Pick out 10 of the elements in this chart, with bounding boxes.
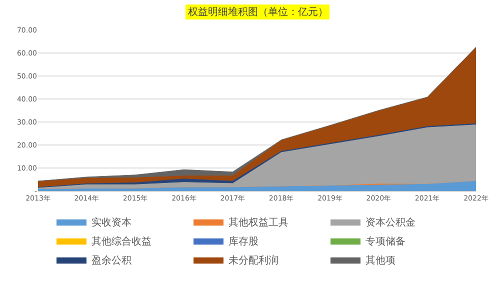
legend-label: 实收资本 <box>92 216 132 228</box>
legend-label: 其他综合收益 <box>92 236 152 248</box>
legend-label: 专项储备 <box>366 236 406 248</box>
legend-label: 盈余公积 <box>92 254 132 266</box>
legend-label: 其他项 <box>366 254 396 266</box>
legend-label: 其他权益工具 <box>228 216 288 228</box>
chart-title: 权益明细堆积图（单位：亿元） <box>187 6 328 18</box>
legend-label: 未分配利润 <box>228 254 278 266</box>
legend-label: 库存股 <box>228 236 258 248</box>
legend-label: 资本公积金 <box>366 216 416 228</box>
